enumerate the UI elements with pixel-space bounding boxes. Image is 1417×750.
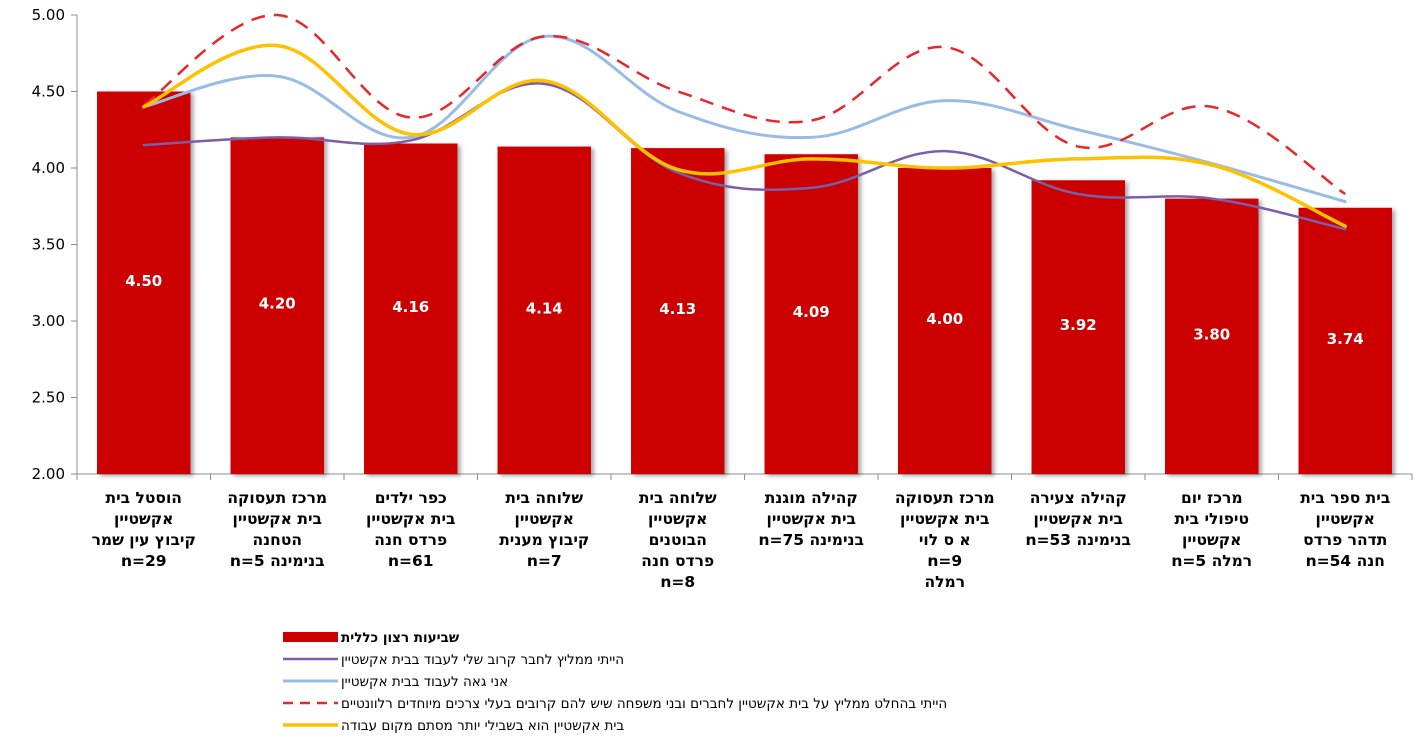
line-series	[142, 13, 1347, 231]
bar-data-label: 4.14	[526, 299, 563, 317]
legend-label: בית אקשטיין הוא בשבילי יותר מסתם מקום עב…	[341, 718, 624, 734]
x-tick-label: n=53 בנימינה	[1026, 531, 1132, 549]
x-tick-label: מרכז תעסוקה	[895, 489, 995, 507]
x-tick-label: קהילה מוגנת	[765, 489, 858, 507]
x-tick-label: קיבוץ עין שמר	[92, 531, 196, 549]
x-tick-label: n=61	[388, 552, 434, 570]
x-tick-label: בית אקשטיין	[767, 510, 856, 528]
y-tick-label: 4.50	[32, 83, 65, 101]
bar	[497, 146, 591, 474]
x-tick-label: בית אקשטיין	[1034, 510, 1123, 528]
bar	[631, 148, 725, 475]
legend-label: שביעות רצון כללית	[341, 630, 460, 646]
y-tick-label: 5.00	[32, 6, 65, 24]
series-line-4	[142, 43, 1347, 228]
x-tick-label: מרכז תעסוקה	[227, 489, 327, 507]
x-tick-label: שלוחה בית	[639, 489, 717, 507]
bar	[230, 137, 324, 474]
x-tick-label: הבוטנים	[649, 531, 707, 549]
bar-data-label: 3.92	[1060, 316, 1097, 334]
x-tick-label: בית ספר בית	[1300, 489, 1390, 507]
x-tick-labels: הוסטל בית אקשטיין קיבוץ עין שמר n=29 מרכז תע…	[92, 489, 1391, 591]
x-tick-label: פרדס חנה	[374, 531, 447, 549]
bar	[898, 168, 992, 474]
x-tick-label: הוסטל בית	[106, 489, 182, 507]
bar-data-label: 4.16	[392, 298, 429, 316]
x-tick-label: מרכז יום	[1181, 489, 1243, 507]
bar-data-label: 4.09	[793, 303, 830, 321]
x-tick-label: n=29	[121, 552, 167, 570]
bar	[1165, 198, 1259, 474]
y-tick-label: 4.00	[32, 159, 65, 177]
y-tick-label: 3.00	[32, 312, 65, 330]
bar-data-label: 4.13	[659, 300, 696, 318]
x-tick-label: n=75 בנימינה	[759, 531, 865, 549]
series-line-1	[142, 82, 1347, 231]
bar	[97, 91, 191, 474]
x-tick-label: שלוחה בית	[505, 489, 583, 507]
bar-data-label: 3.80	[1193, 325, 1230, 343]
legend-swatch	[283, 632, 338, 642]
x-tick-label: אקשטיין	[1182, 531, 1241, 549]
legend-label: הייתי בהחלט ממליץ על בית אקשטיין לחברים …	[341, 696, 947, 712]
bar-data-labels: 4.50 4.20 4.16 4.14 4.13 4.09 4.00 3.92 3.80 3.74	[125, 272, 1364, 348]
bar	[764, 154, 858, 475]
x-tick-label: פרדס חנה	[641, 552, 714, 570]
x-tick-label: אקשטיין	[515, 510, 574, 528]
bar-data-label: 4.20	[259, 295, 296, 313]
series-line-3	[143, 13, 1346, 196]
x-tick-label: רמלה	[924, 573, 965, 591]
x-tick-label: n=9	[927, 552, 962, 570]
x-tick-label: טיפולי בית	[1174, 510, 1249, 528]
legend-label: הייתי ממליץ לחבר קרוב שלי לעבוד בבית אקש…	[341, 652, 624, 668]
bars	[97, 91, 1392, 475]
x-tick-label: אקשטיין	[648, 510, 707, 528]
bar-data-label: 3.74	[1327, 330, 1364, 348]
x-tick-label: בית אקשטיין	[366, 510, 455, 528]
x-tick-label: n=7	[527, 552, 562, 570]
x-tick-label: אקשטיין	[114, 510, 173, 528]
legend: שביעות רצון כללית הייתי ממליץ לחבר קרוב ש…	[283, 630, 947, 734]
x-tick-label: בית אקשטיין	[900, 510, 989, 528]
x-tick-label: כפר ילדים	[375, 489, 447, 507]
x-tick-label: קיבוץ מענית	[499, 531, 589, 549]
x-tick-label: n=54 חנה	[1306, 552, 1385, 570]
x-tick-label: תדהר פרדס	[1303, 531, 1387, 549]
x-tick-label: n=5 רמלה	[1171, 552, 1252, 570]
bar	[1031, 180, 1125, 475]
y-tick-label: 3.50	[32, 236, 65, 254]
x-tick-label: א ס לוי	[919, 531, 971, 549]
x-tick-label: אקשטיין	[1316, 510, 1375, 528]
bar-data-label: 4.50	[125, 272, 162, 290]
bar	[364, 143, 458, 474]
x-tick-label: n=5 בנימינה	[230, 552, 325, 570]
legend-label: אני גאה לעבוד בבית אקשטיין	[341, 674, 508, 690]
x-tick-label: בית אקשטיין	[233, 510, 322, 528]
bar-data-label: 4.00	[926, 310, 963, 328]
x-tick-label: הטחנה	[253, 531, 303, 549]
bar	[1298, 207, 1392, 474]
y-tick-label: 2.00	[32, 465, 65, 483]
y-tick-label: 2.50	[32, 389, 65, 407]
series-line-2	[142, 34, 1347, 204]
x-tick-label: n=8	[660, 573, 695, 591]
x-tick-label: קהילה צעירה	[1030, 489, 1127, 507]
